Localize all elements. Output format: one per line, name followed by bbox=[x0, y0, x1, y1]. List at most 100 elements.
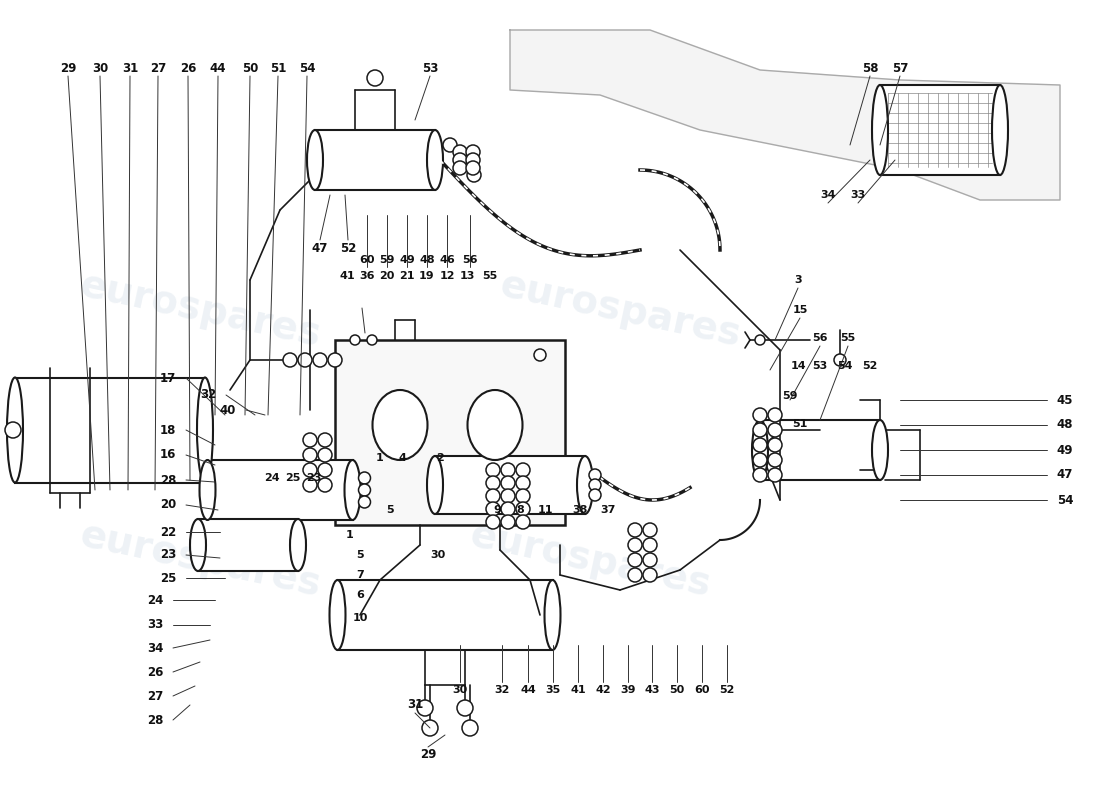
Text: 59: 59 bbox=[782, 391, 797, 401]
Text: 44: 44 bbox=[520, 685, 536, 695]
Circle shape bbox=[644, 523, 657, 537]
Text: 51: 51 bbox=[792, 419, 807, 429]
Text: 30: 30 bbox=[92, 62, 108, 74]
Text: 35: 35 bbox=[546, 685, 561, 695]
Circle shape bbox=[588, 489, 601, 501]
Circle shape bbox=[318, 478, 332, 492]
Text: 53: 53 bbox=[813, 361, 827, 371]
Circle shape bbox=[516, 515, 530, 529]
Text: 49: 49 bbox=[1057, 443, 1074, 457]
Text: 60: 60 bbox=[360, 255, 375, 265]
Text: 6: 6 bbox=[356, 590, 364, 600]
Text: 47: 47 bbox=[311, 242, 328, 254]
Ellipse shape bbox=[307, 130, 323, 190]
Text: 2: 2 bbox=[436, 453, 444, 463]
Circle shape bbox=[644, 568, 657, 582]
Text: 32: 32 bbox=[494, 685, 509, 695]
Circle shape bbox=[328, 353, 342, 367]
Circle shape bbox=[486, 476, 500, 490]
Text: 52: 52 bbox=[719, 685, 735, 695]
Circle shape bbox=[628, 568, 642, 582]
Circle shape bbox=[516, 502, 530, 516]
Circle shape bbox=[462, 720, 478, 736]
Circle shape bbox=[367, 70, 383, 86]
Text: 31: 31 bbox=[407, 698, 424, 711]
Text: 1: 1 bbox=[346, 530, 354, 540]
Circle shape bbox=[456, 700, 473, 716]
Text: 24: 24 bbox=[146, 594, 163, 606]
Text: 8: 8 bbox=[516, 505, 524, 515]
Text: 33: 33 bbox=[850, 190, 866, 200]
Text: 20: 20 bbox=[160, 498, 176, 511]
Text: 58: 58 bbox=[861, 62, 878, 74]
Circle shape bbox=[359, 496, 371, 508]
Circle shape bbox=[486, 489, 500, 503]
Circle shape bbox=[302, 463, 317, 477]
Text: 15: 15 bbox=[792, 305, 807, 315]
Text: 49: 49 bbox=[399, 255, 415, 265]
Circle shape bbox=[588, 479, 601, 491]
Ellipse shape bbox=[373, 390, 428, 460]
Text: 26: 26 bbox=[179, 62, 196, 74]
Circle shape bbox=[500, 463, 515, 477]
Text: 24: 24 bbox=[264, 473, 279, 483]
Text: 52: 52 bbox=[862, 361, 878, 371]
Ellipse shape bbox=[872, 85, 888, 175]
Text: 5: 5 bbox=[356, 550, 364, 560]
Circle shape bbox=[516, 489, 530, 503]
Text: 18: 18 bbox=[160, 423, 176, 437]
Text: 54: 54 bbox=[299, 62, 316, 74]
Text: 7: 7 bbox=[356, 570, 364, 580]
Text: 9: 9 bbox=[493, 505, 500, 515]
Text: 27: 27 bbox=[147, 690, 163, 702]
Text: 59: 59 bbox=[379, 255, 395, 265]
Ellipse shape bbox=[544, 580, 561, 650]
Text: 48: 48 bbox=[1057, 418, 1074, 431]
Circle shape bbox=[443, 138, 456, 152]
Circle shape bbox=[644, 553, 657, 567]
Text: 12: 12 bbox=[439, 271, 454, 281]
Bar bbox=[338, 580, 552, 650]
Circle shape bbox=[350, 335, 360, 345]
Text: 20: 20 bbox=[379, 271, 395, 281]
Circle shape bbox=[455, 153, 469, 167]
Ellipse shape bbox=[427, 130, 443, 190]
Ellipse shape bbox=[578, 456, 593, 514]
Circle shape bbox=[754, 408, 767, 422]
Text: 31: 31 bbox=[122, 62, 139, 74]
Text: 52: 52 bbox=[340, 242, 356, 254]
Text: 19: 19 bbox=[419, 271, 435, 281]
Circle shape bbox=[302, 448, 317, 462]
Text: 30: 30 bbox=[452, 685, 468, 695]
Circle shape bbox=[359, 484, 371, 496]
Circle shape bbox=[466, 161, 480, 175]
Circle shape bbox=[500, 489, 515, 503]
Bar bbox=[198, 519, 298, 571]
Circle shape bbox=[453, 153, 468, 167]
Text: 54: 54 bbox=[837, 361, 852, 371]
Ellipse shape bbox=[190, 519, 206, 571]
Circle shape bbox=[644, 538, 657, 552]
Circle shape bbox=[6, 422, 21, 438]
Bar bbox=[880, 85, 1000, 175]
Bar bbox=[434, 456, 585, 514]
Text: 32: 32 bbox=[200, 389, 216, 402]
Text: 56: 56 bbox=[812, 333, 827, 343]
Circle shape bbox=[486, 515, 500, 529]
Ellipse shape bbox=[197, 378, 213, 482]
Circle shape bbox=[588, 469, 601, 481]
Text: 14: 14 bbox=[790, 361, 806, 371]
Bar bbox=[336, 340, 565, 525]
Circle shape bbox=[754, 468, 767, 482]
Circle shape bbox=[516, 463, 530, 477]
Text: 57: 57 bbox=[892, 62, 909, 74]
Circle shape bbox=[628, 523, 642, 537]
Text: 21: 21 bbox=[399, 271, 415, 281]
Text: 39: 39 bbox=[620, 685, 636, 695]
Polygon shape bbox=[510, 30, 1060, 200]
Circle shape bbox=[628, 553, 642, 567]
Circle shape bbox=[516, 476, 530, 490]
Text: 36: 36 bbox=[360, 271, 375, 281]
Text: 3: 3 bbox=[794, 275, 802, 285]
Text: eurospares: eurospares bbox=[466, 516, 714, 604]
